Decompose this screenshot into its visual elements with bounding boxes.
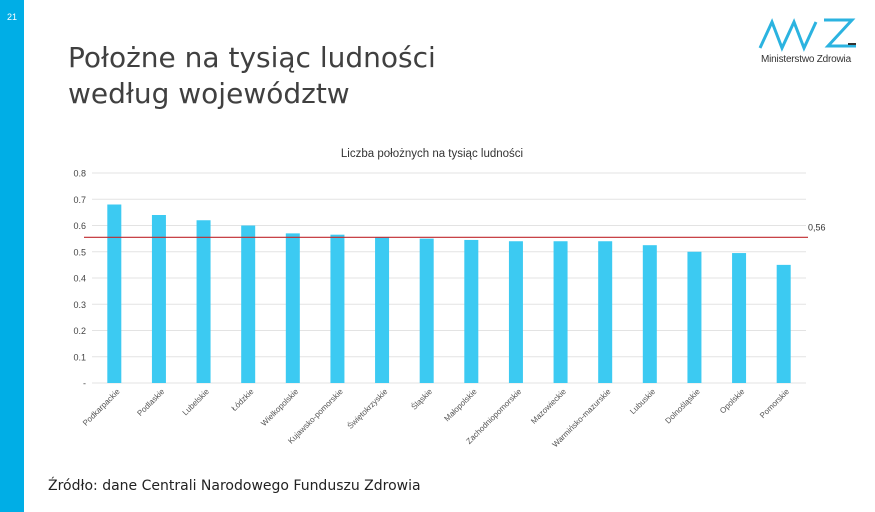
x-tick-label: Wielkopolskie [259, 387, 300, 428]
bar-chart: Liczba położnych na tysiąc ludności - 0.1… [73, 148, 826, 449]
bar [642, 245, 657, 383]
bar [151, 215, 166, 383]
x-tick-label: Śląskie [409, 387, 434, 412]
bar [598, 241, 613, 383]
logo-text: Ministerstwo Zdrowia [761, 54, 851, 65]
slide-number: 21 [6, 12, 17, 22]
x-tick-label: Opolskie [718, 387, 747, 416]
y-tick-label: 0.3 [73, 300, 86, 310]
bar [330, 234, 345, 383]
x-tick-label: Pomorskie [758, 387, 791, 420]
y-tick-label: 0.4 [73, 274, 86, 284]
bar [107, 204, 122, 383]
bar [241, 225, 256, 383]
bar [553, 241, 568, 383]
bar [508, 241, 523, 383]
y-tick-label: 0.8 [73, 169, 86, 179]
bar [419, 238, 434, 383]
bar [464, 239, 479, 383]
bar [196, 220, 211, 383]
source-note: Źródło: dane Centrali Narodowego Fundusz… [48, 478, 421, 494]
y-tick-label: 0.2 [73, 326, 86, 336]
title-line-1: Położne na tysiąc ludności [68, 41, 436, 74]
y-tick-label: 0.1 [73, 352, 86, 362]
bar [776, 264, 791, 383]
x-tick-label: Podlaskie [135, 387, 166, 418]
x-tick-label: Lubuskie [628, 387, 657, 416]
bar [375, 237, 390, 383]
chart-title: Liczba położnych na tysiąc ludności [341, 148, 523, 160]
x-tick-label: Małopolskie [442, 387, 479, 424]
side-bar [0, 0, 24, 512]
x-tick-label: Podkarpackie [81, 387, 122, 428]
page-title: Położne na tysiąc ludności według wojewó… [68, 40, 436, 112]
x-tick-label: Lubelskie [181, 387, 212, 418]
x-tick-label: Łódzkie [230, 387, 256, 413]
reference-line-label: 0,56 [808, 222, 826, 232]
x-tick-label: Mazowieckie [529, 387, 568, 426]
y-tick-label: 0.5 [73, 247, 86, 257]
bar [285, 233, 300, 383]
y-tick-label: - [83, 379, 86, 389]
ministry-logo-icon [758, 18, 856, 52]
x-tick-label: Dolnośląskie [663, 387, 702, 426]
bar [687, 251, 702, 383]
title-line-2: według województw [68, 77, 350, 110]
y-tick-label: 0.7 [73, 195, 86, 205]
bar [732, 253, 747, 383]
x-tick-label: Świętokrzyskie [346, 387, 390, 431]
y-tick-label: 0.6 [73, 221, 86, 231]
